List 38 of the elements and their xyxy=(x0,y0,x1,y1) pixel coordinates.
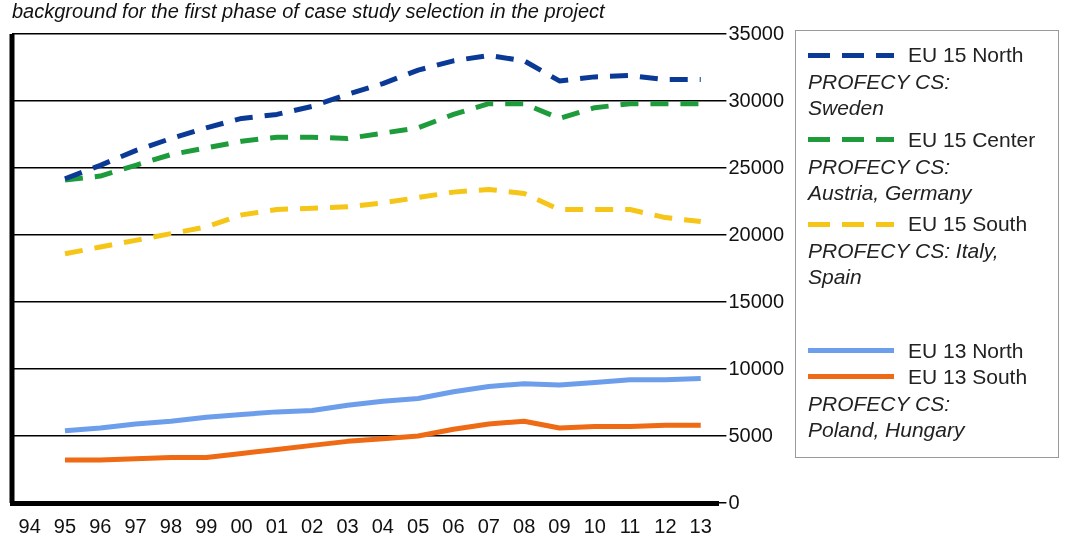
x-tick-label: 97 xyxy=(124,514,147,537)
legend-label: EU 15 North xyxy=(908,43,1024,67)
y-tick-label: 25000 xyxy=(728,155,785,178)
x-tick-label: 94 xyxy=(18,514,41,537)
text: PROFECY CS: Austria, Germany xyxy=(808,153,974,206)
x-tick-label: 04 xyxy=(371,514,394,537)
y-tick-label: 10000 xyxy=(728,356,785,379)
text: PROFECY CS: Italy, Spain xyxy=(808,238,1000,291)
y-tick-label: 35000 xyxy=(728,21,785,44)
x-tick-label: 99 xyxy=(195,514,218,537)
x-tick-label: 95 xyxy=(53,514,77,537)
x-tick-label: 03 xyxy=(336,514,359,537)
y-tick-label: 5000 xyxy=(728,423,773,446)
x-tick-label: 08 xyxy=(513,514,536,537)
legend-label: EU 13 North xyxy=(908,338,1024,363)
x-tick-label: 98 xyxy=(159,514,183,537)
x-tick-label: 07 xyxy=(477,514,500,537)
x-tick-label: 09 xyxy=(548,514,571,537)
y-tick-label: 30000 xyxy=(728,88,785,111)
chart-title: background for the first phase of case study selection in the project xyxy=(12,0,606,22)
text: PROFECY CS: Sweden xyxy=(808,69,951,122)
legend-label: EU 13 South xyxy=(908,364,1028,389)
x-tick-label: 05 xyxy=(407,514,430,537)
x-tick-label: 13 xyxy=(689,514,712,537)
legend-label: EU 15 South xyxy=(908,212,1028,236)
text: PROFECY CS: Poland, Hungary xyxy=(808,390,967,443)
x-tick-label: 00 xyxy=(230,514,253,537)
x-tick-label: 10 xyxy=(583,514,606,537)
y-tick-label: 0 xyxy=(728,490,740,513)
legend-label: EU 15 Center xyxy=(908,127,1036,152)
x-tick-label: 01 xyxy=(265,514,289,537)
x-tick-label: 02 xyxy=(301,514,324,537)
x-tick-label: 96 xyxy=(89,514,112,537)
x-tick-label: 11 xyxy=(619,514,641,537)
y-tick-label: 20000 xyxy=(728,222,785,245)
x-tick-label: 06 xyxy=(442,514,465,537)
x-tick-label: 12 xyxy=(654,514,677,537)
y-tick-label: 15000 xyxy=(728,289,785,312)
